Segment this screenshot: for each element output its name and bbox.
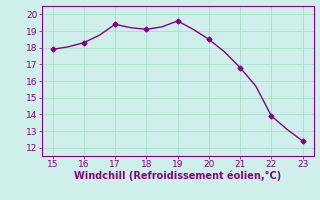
X-axis label: Windchill (Refroidissement éolien,°C): Windchill (Refroidissement éolien,°C) — [74, 171, 281, 181]
